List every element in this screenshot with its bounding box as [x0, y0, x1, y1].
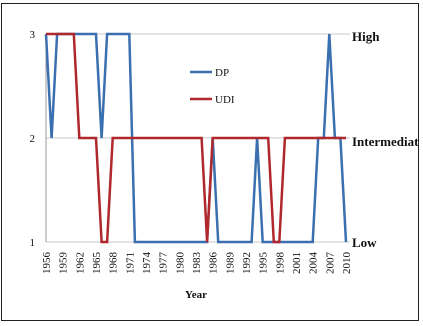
x-tick-label-2004: 2004 [308, 252, 320, 275]
x-tick-label-2007: 2007 [324, 252, 336, 275]
level-label-high: High [352, 29, 380, 44]
x-tick-label-2010: 2010 [341, 252, 353, 275]
series-lines [44, 32, 348, 244]
x-tick-label-1956: 1956 [41, 252, 53, 275]
x-tick-label-1971: 1971 [124, 252, 136, 274]
chart-frame [1, 3, 419, 321]
x-tick-label-1983: 1983 [191, 252, 203, 275]
level-label-intermediate: Intermediat [352, 134, 419, 149]
x-tick-label-1959: 1959 [58, 252, 70, 275]
x-tick-label-1977: 1977 [158, 252, 170, 275]
x-tick-label-1965: 1965 [91, 252, 103, 275]
level-label-low: Low [352, 235, 377, 250]
x-tick-label-1980: 1980 [174, 252, 186, 275]
x-tick-label-1986: 1986 [208, 252, 220, 275]
y-tick-label-2: 2 [30, 133, 36, 145]
level-labels: High Intermediat Low [352, 29, 419, 250]
x-tick-label-1962: 1962 [74, 252, 86, 274]
x-tick-label-2001: 2001 [291, 252, 303, 274]
y-axis-ticks: 1 2 3 [30, 29, 36, 249]
x-tick-label-1995: 1995 [258, 252, 270, 275]
series-line-udi [46, 32, 346, 244]
legend-label-udi: UDI [215, 94, 235, 106]
x-tick-label-1974: 1974 [141, 252, 153, 275]
x-tick-label-1998: 1998 [274, 252, 286, 275]
x-axis-ticks: 1956 1959 1962 1965 1968 1971 1974 1977 1980 1983… [41, 252, 353, 275]
series-line-dp [44, 32, 348, 244]
legend: DP UDI [190, 67, 235, 106]
y-tick-label-1: 1 [30, 237, 36, 249]
legend-label-dp: DP [215, 67, 229, 79]
y-tick-label-3: 3 [30, 29, 36, 41]
x-axis-title: Year [185, 289, 207, 301]
x-tick-label-1989: 1989 [224, 252, 236, 275]
x-tick-label-1992: 1992 [241, 252, 253, 274]
x-tick-label-1968: 1968 [108, 252, 120, 275]
